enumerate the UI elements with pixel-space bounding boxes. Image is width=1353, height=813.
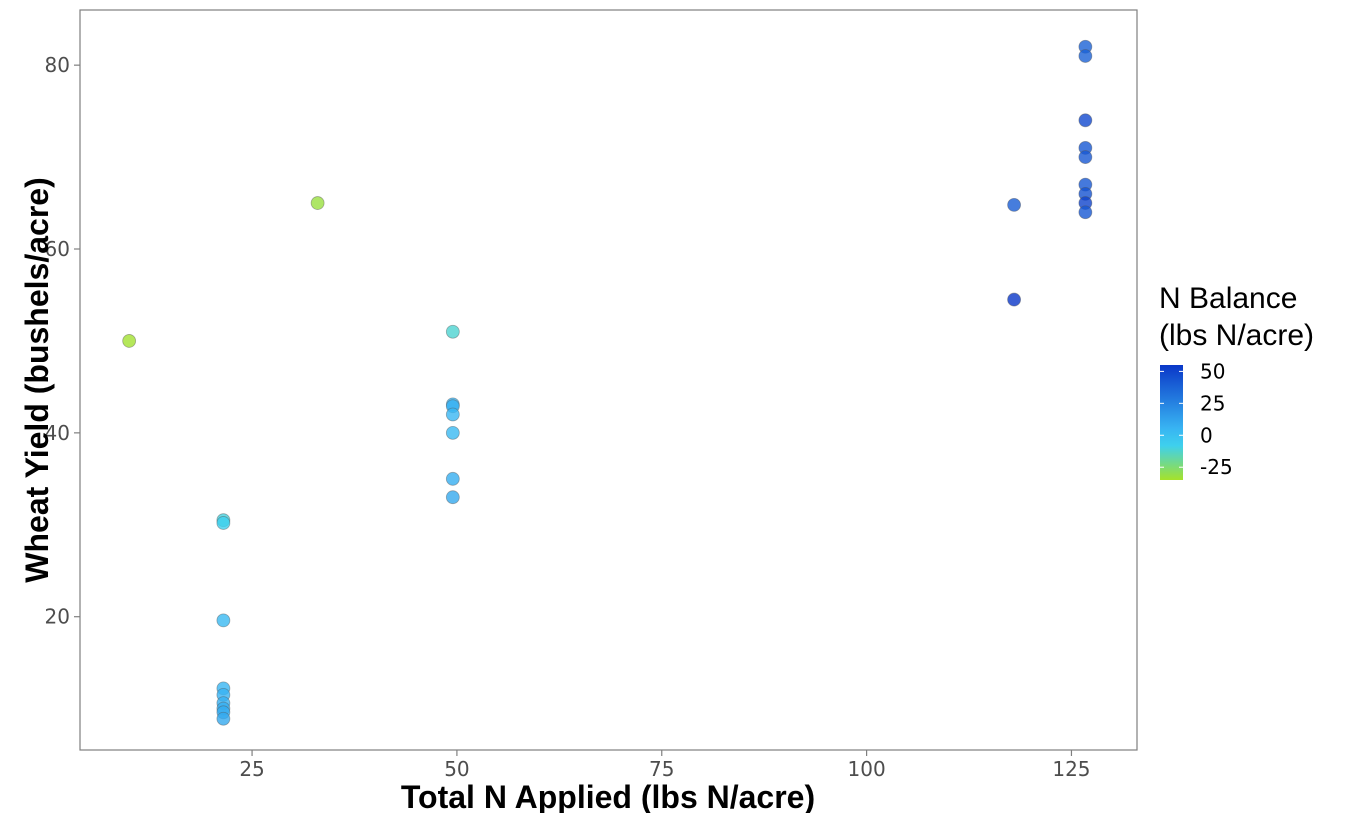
y-tick-label: 80 <box>45 53 70 77</box>
data-point <box>1078 113 1093 128</box>
data-point <box>445 425 460 440</box>
data-point <box>122 334 137 348</box>
y-tick-label: 60 <box>45 237 70 261</box>
data-point <box>445 407 460 422</box>
x-tick-label: 75 <box>649 757 674 781</box>
x-axis-title: Total N Applied (lbs N/acre) <box>401 779 815 813</box>
y-axis-title: Wheat Yield (bushels/acre) <box>19 177 55 582</box>
legend-colorbar <box>1160 365 1183 480</box>
color-legend: N Balance (lbs N/acre) 50 25 0 -25 <box>1159 282 1314 480</box>
data-point <box>216 613 231 628</box>
data-point <box>445 324 460 339</box>
data-point <box>1078 150 1093 164</box>
x-axis: 25 50 75 100 125 <box>239 750 1091 781</box>
x-tick-label: 50 <box>444 757 469 781</box>
data-point <box>445 471 460 486</box>
data-point <box>1007 292 1021 307</box>
legend-title-line1: N Balance <box>1159 282 1297 315</box>
y-axis: 20 40 60 80 <box>45 53 80 629</box>
x-tick-label: 125 <box>1052 757 1090 781</box>
legend-title-line2: (lbs N/acre) <box>1159 319 1314 352</box>
legend-tick-label: 50 <box>1200 359 1225 383</box>
data-point <box>310 196 325 210</box>
data-point <box>1007 197 1021 212</box>
data-point <box>1078 49 1093 63</box>
legend-ticks: 50 25 0 -25 <box>1160 359 1233 479</box>
data-point <box>216 711 231 726</box>
legend-tick-label: -25 <box>1200 455 1233 479</box>
data-point <box>1078 205 1093 220</box>
data-point <box>445 490 460 505</box>
plot-panel <box>79 9 1138 751</box>
x-tick-label: 25 <box>239 757 264 781</box>
data-point <box>216 516 231 530</box>
data-points <box>122 39 1093 726</box>
y-tick-label: 20 <box>45 605 70 629</box>
legend-tick-label: 25 <box>1200 391 1225 415</box>
y-tick-label: 40 <box>45 421 70 445</box>
legend-tick-label: 0 <box>1200 423 1213 447</box>
x-tick-label: 100 <box>848 757 886 781</box>
